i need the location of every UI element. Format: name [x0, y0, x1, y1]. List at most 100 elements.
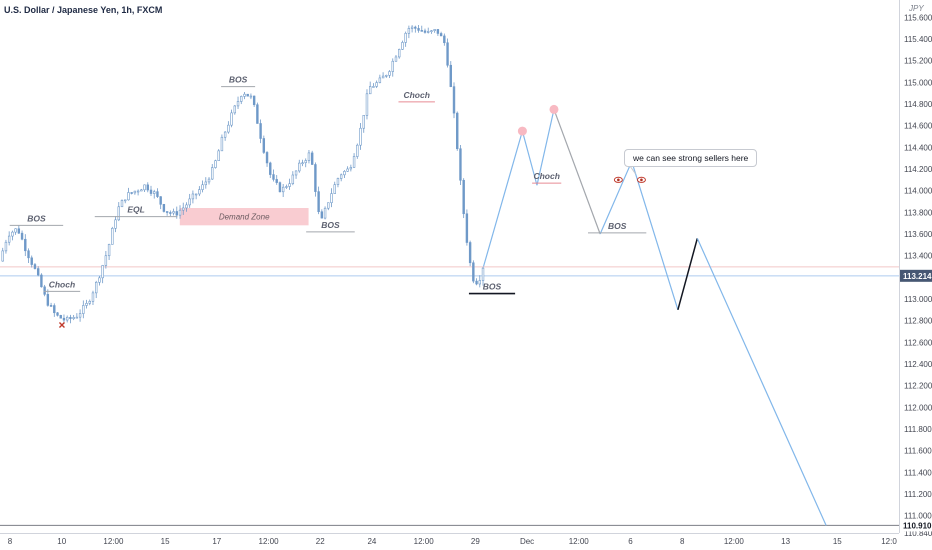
candle-body: [281, 186, 285, 193]
candle-body: [178, 209, 182, 216]
candle-body: [217, 150, 220, 161]
swing-marker-2: [549, 104, 559, 114]
level-label-choch-8: Choch: [533, 171, 559, 181]
candle-body: [95, 281, 98, 294]
candle-body: [14, 228, 17, 233]
candle-body: [65, 316, 69, 321]
candle-body: [462, 179, 465, 215]
candle-body: [101, 265, 104, 279]
candle-body: [91, 292, 95, 302]
candle-body: [427, 31, 430, 33]
candle-body: [346, 168, 349, 172]
candle-body: [378, 77, 382, 83]
y-tick-label: 114.200: [904, 165, 932, 174]
candle-body: [475, 280, 478, 285]
candle-body: [298, 162, 301, 172]
candle-body: [265, 152, 269, 164]
x-tick-label: 15: [833, 537, 842, 546]
candle-body: [365, 93, 369, 116]
candle-body: [272, 174, 275, 180]
current-price-label: 113.214: [903, 272, 932, 281]
y-tick-label: 114.800: [904, 100, 932, 109]
candle-body: [111, 228, 114, 245]
candle-body: [375, 82, 378, 87]
candle-body: [404, 32, 407, 43]
x-tick-label: 6: [628, 537, 633, 546]
candle-body: [352, 156, 356, 168]
eye-icon-pupil: [640, 178, 643, 182]
candle-body: [162, 204, 166, 212]
candle-body: [236, 101, 240, 107]
candle-body: [33, 264, 37, 269]
y-tick-label: 112.600: [904, 338, 932, 347]
candle-body: [249, 95, 253, 98]
x-tick-label: 10: [57, 537, 66, 546]
target-price-label-bg: [900, 519, 932, 532]
candle-body: [127, 192, 130, 201]
x-tick-label: 12:00: [569, 537, 590, 546]
candle-body: [36, 268, 40, 276]
candle-body: [410, 26, 414, 29]
candle-body: [323, 207, 327, 219]
candle-body: [481, 267, 485, 281]
candle-body: [449, 64, 452, 87]
projection-leg-2: [599, 159, 679, 311]
candle-body: [85, 302, 88, 306]
candle-body: [343, 171, 346, 176]
candle-body: [153, 191, 156, 194]
candle-body: [124, 199, 127, 202]
candle-body: [336, 178, 340, 185]
candle-body: [439, 33, 443, 37]
target-price-label: 110.910: [903, 521, 932, 530]
candle-body: [452, 86, 456, 114]
y-tick-label: 110.840: [904, 529, 932, 538]
candle-body: [4, 241, 8, 252]
x-tick-label: 24: [367, 537, 376, 546]
candle-body: [339, 174, 343, 179]
level-label-eql-3: EQL: [127, 205, 144, 215]
level-label-bos-9: BOS: [608, 221, 627, 231]
x-tick-label: 12:00: [414, 537, 435, 546]
annotation-strong-sellers[interactable]: we can see strong sellers here: [624, 149, 758, 167]
candle-body: [294, 170, 298, 176]
candle-body: [149, 189, 153, 194]
candle-body: [159, 196, 162, 205]
candle-body: [24, 238, 27, 252]
x-tick-label: 22: [316, 537, 325, 546]
candle-body: [333, 184, 336, 194]
candle-body: [204, 181, 208, 186]
candle-body: [314, 164, 317, 192]
candle-body: [256, 104, 259, 124]
candle-body: [398, 49, 401, 58]
candle-body: [156, 191, 159, 197]
candle-body: [307, 152, 311, 161]
x-tick-label: 8: [680, 537, 685, 546]
candle-body: [356, 144, 359, 157]
candle-body: [146, 184, 149, 191]
level-label-bos-5: BOS: [321, 220, 340, 230]
y-tick-label: 114.000: [904, 187, 932, 196]
candle-body: [20, 232, 24, 240]
candle-body: [78, 313, 82, 318]
swing-marker-1: [517, 126, 527, 136]
level-label-bos-7: BOS: [483, 282, 502, 292]
candle-body: [417, 28, 420, 31]
projection-leg-grey: [553, 109, 601, 235]
candle-body: [30, 257, 33, 265]
candle-body: [75, 316, 79, 319]
candle-body: [278, 182, 282, 193]
candle-body: [401, 42, 404, 50]
candle-body: [104, 255, 108, 266]
candle-body: [56, 312, 59, 316]
sell-marker: [58, 322, 65, 328]
candle-body: [220, 136, 224, 152]
candle-body: [420, 30, 423, 32]
candle-body: [7, 235, 11, 243]
candle-body: [304, 160, 307, 164]
currency-label: JPY: [909, 4, 924, 13]
projection-leg-impulse: [677, 238, 699, 311]
candle-body: [11, 231, 14, 237]
candle-body: [172, 211, 175, 214]
candle-body: [207, 178, 211, 183]
